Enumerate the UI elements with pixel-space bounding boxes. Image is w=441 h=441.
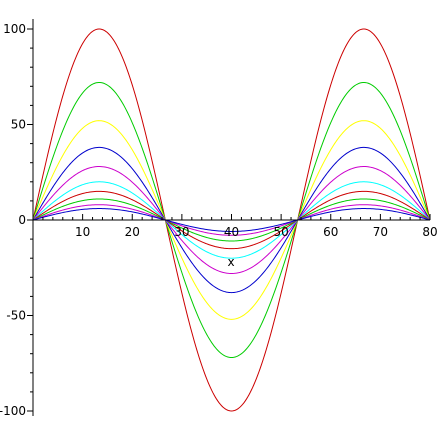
x-tick-label: 20 — [125, 225, 140, 239]
x-tick-label: 30 — [174, 225, 189, 239]
series-line-6 — [32, 181, 431, 259]
y-tick-label: 100 — [3, 22, 26, 36]
series-line-10 — [32, 208, 431, 232]
series-line-2 — [32, 81, 431, 359]
series-line-9 — [32, 204, 431, 236]
x-tick-label: 70 — [373, 225, 388, 239]
series-line-3 — [32, 120, 431, 320]
x-tick-label: 10 — [75, 225, 90, 239]
x-tick-label: 60 — [323, 225, 338, 239]
tick-labels-group: 10 20 30 40 50 60 70 80 100 50 0 -50 -100 — [0, 22, 438, 418]
ticks-group — [27, 28, 431, 412]
y-tick-label: -50 — [6, 309, 26, 323]
series-line-4 — [32, 146, 431, 294]
y-tick-label: 0 — [18, 213, 26, 227]
y-tick-label: 50 — [11, 118, 26, 132]
series-line-5 — [32, 166, 431, 274]
x-axis-label: x — [227, 255, 234, 269]
x-tick-label: 50 — [273, 225, 288, 239]
x-tick-label: 40 — [224, 225, 239, 239]
series-line-7 — [32, 190, 431, 250]
y-tick-label: -100 — [0, 404, 26, 418]
x-tick-label: 80 — [422, 225, 437, 239]
curves-group — [32, 28, 431, 412]
series-line-1 — [32, 28, 431, 412]
series-line-8 — [32, 198, 431, 242]
